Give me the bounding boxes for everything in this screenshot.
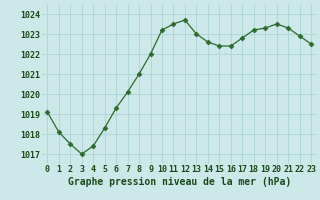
X-axis label: Graphe pression niveau de la mer (hPa): Graphe pression niveau de la mer (hPa) (68, 177, 291, 187)
